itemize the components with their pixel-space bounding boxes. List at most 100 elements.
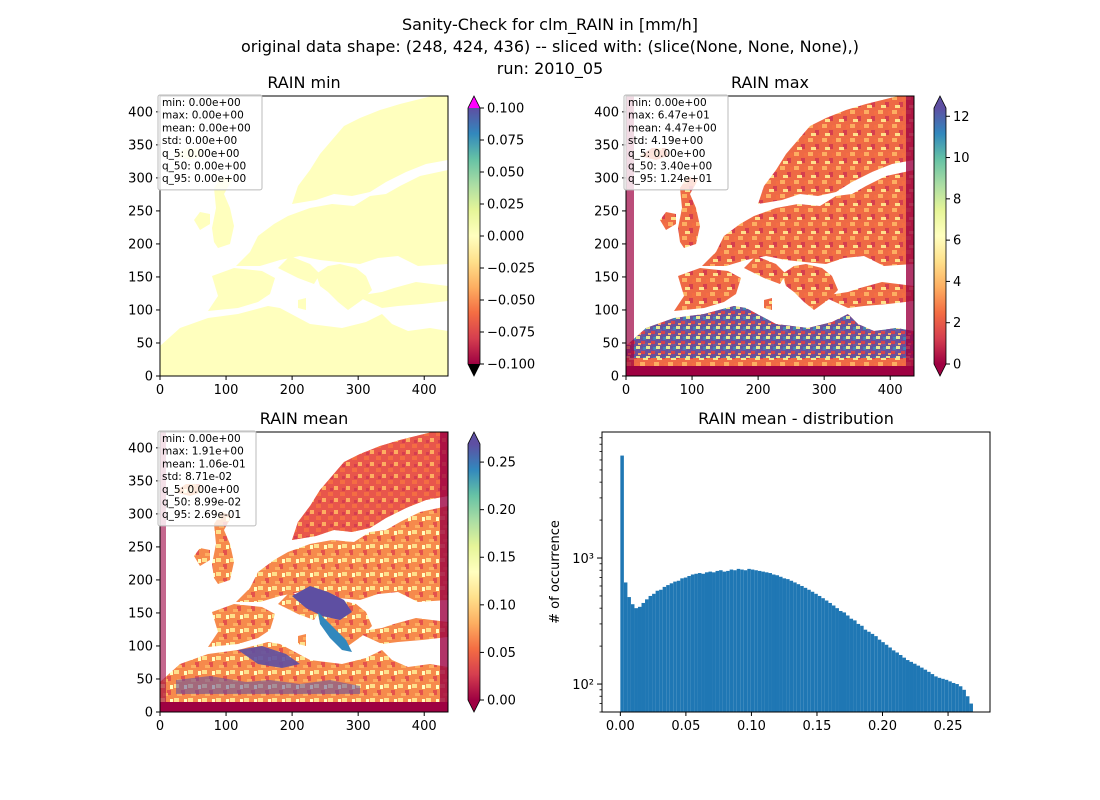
x-tick-label: 300 [812,383,837,398]
histogram-bar [821,598,825,712]
histogram-bar [930,674,935,712]
y-tick-label: 100 [128,303,153,318]
histogram-bar [846,615,850,712]
histogram-bar [867,631,871,712]
histogram-bar [680,578,684,712]
x-tick-label: 400 [412,383,437,398]
x-tick-label: 100 [680,383,705,398]
x-tick-label: 300 [346,719,371,734]
y-tick-label: 150 [128,606,153,621]
histogram-bar [944,679,949,712]
histogram-bar [927,671,931,712]
histogram-bar [874,636,878,712]
histogram-bar [948,681,952,712]
colorbar-tick-label: 0 [953,358,961,373]
y-tick-label: 400 [128,441,153,456]
stats-line: q_95: 1.24e+01 [628,173,712,185]
colorbar-tick-label: 0.100 [487,102,524,117]
histogram-bar [789,580,794,712]
histogram-bar [659,589,663,712]
stats-line: q_5: 0.00e+00 [162,148,239,160]
histogram-bar [955,684,959,712]
rain-max-axes: 0 100 200 300 400 0 50 100 150 200 250 300 350 400 [594,105,902,398]
stats-line: max: 1.91e+00 [162,446,244,458]
stats-line: min: 0.00e+00 [628,97,707,109]
histogram-bar [729,569,734,712]
histogram-bar [916,665,921,712]
histogram-bar [902,657,906,712]
x-tick-label: 0.25 [934,719,963,734]
histogram-bar [630,604,635,712]
histogram-bar [666,585,670,712]
histogram-bar [697,573,702,712]
stats-line: q_95: 2.69e-01 [162,509,241,521]
stats-line: q_5: 0.00e+00 [162,484,239,496]
x-tick-label: 400 [412,719,437,734]
x-tick-label: 200 [280,383,305,398]
stats-line: q_50: 0.00e+00 [162,161,246,173]
colorbar-tick-label: 2 [953,316,961,331]
panel-title-rain-max: RAIN max [731,73,809,92]
histogram-bar [690,574,695,712]
y-tick-label: 300 [128,507,153,522]
histogram-bar [779,576,783,712]
rain-mean-map [160,432,448,712]
y-tick-label: 250 [594,204,619,219]
histogram-bar [860,625,864,712]
x-tick-label: 200 [746,383,771,398]
colorbar-tick-label: 6 [953,234,961,249]
histogram-bar [701,573,705,712]
y-tick-label: 350 [594,138,619,153]
stats-line: mean: 0.00e+00 [162,122,251,134]
stats-box-background [157,94,263,191]
histogram-bar [881,642,885,712]
histogram-bar [824,600,829,712]
histogram-bar [743,570,748,712]
rain-min-colorbar: 0.100 0.075 0.050 0.025 0.000 −0.025 −0.050 −0.… [467,95,535,377]
rain-mean-axes: 0 100 200 300 400 0 50 100 150 200 250 300 350 400 [128,441,436,734]
y-tick-label: 50 [136,672,153,687]
histogram-bar [637,606,642,712]
histogram-bar [870,633,875,712]
histogram-bar [652,593,656,712]
histogram-bar [719,570,723,712]
histogram-bar [715,570,720,712]
histogram-bar [965,696,970,712]
histogram-bar [941,678,945,712]
histogram-bar [648,595,653,712]
histogram-bar [905,660,910,712]
histogram-bar [923,669,928,712]
histogram-axes-frame [601,431,991,713]
x-tick-label: 400 [878,383,903,398]
x-tick-label: 0 [156,383,164,398]
histogram-bar [863,629,868,712]
colorbar-tick-label: 0.10 [487,598,516,613]
histogram-bar [856,623,861,712]
histogram-bar [814,593,818,712]
y-tick-label: 150 [128,270,153,285]
histogram-bar [761,571,765,712]
stats-line: min: 0.00e+00 [162,97,241,109]
stats-line: std: 0.00e+00 [162,135,237,147]
y-tick-label: 0 [611,370,619,385]
histogram-bar [683,577,688,712]
y-tick-label: 400 [594,105,619,120]
histogram-bar [969,703,973,712]
stats-box-background [157,430,257,527]
y-tick-label: 100 [128,639,153,654]
histogram-bar [962,689,966,712]
histogram-bar [754,570,758,712]
histogram-bar [891,650,896,712]
stats-line: mean: 1.06e-01 [162,458,246,470]
histogram-bar [937,677,942,712]
histogram-bar [662,586,667,712]
colorbar-tick-label: 0.000 [487,230,524,245]
histogram-bar [782,578,787,712]
histogram-bar [807,589,811,712]
stats-line: q_95: 0.00e+00 [162,173,246,185]
histogram-bar [786,579,790,712]
colorbar-tick-label: 0.15 [487,551,516,566]
stats-line: min: 0.00e+00 [162,433,241,445]
histogram-bar [831,605,836,712]
histogram-bar [712,572,716,712]
